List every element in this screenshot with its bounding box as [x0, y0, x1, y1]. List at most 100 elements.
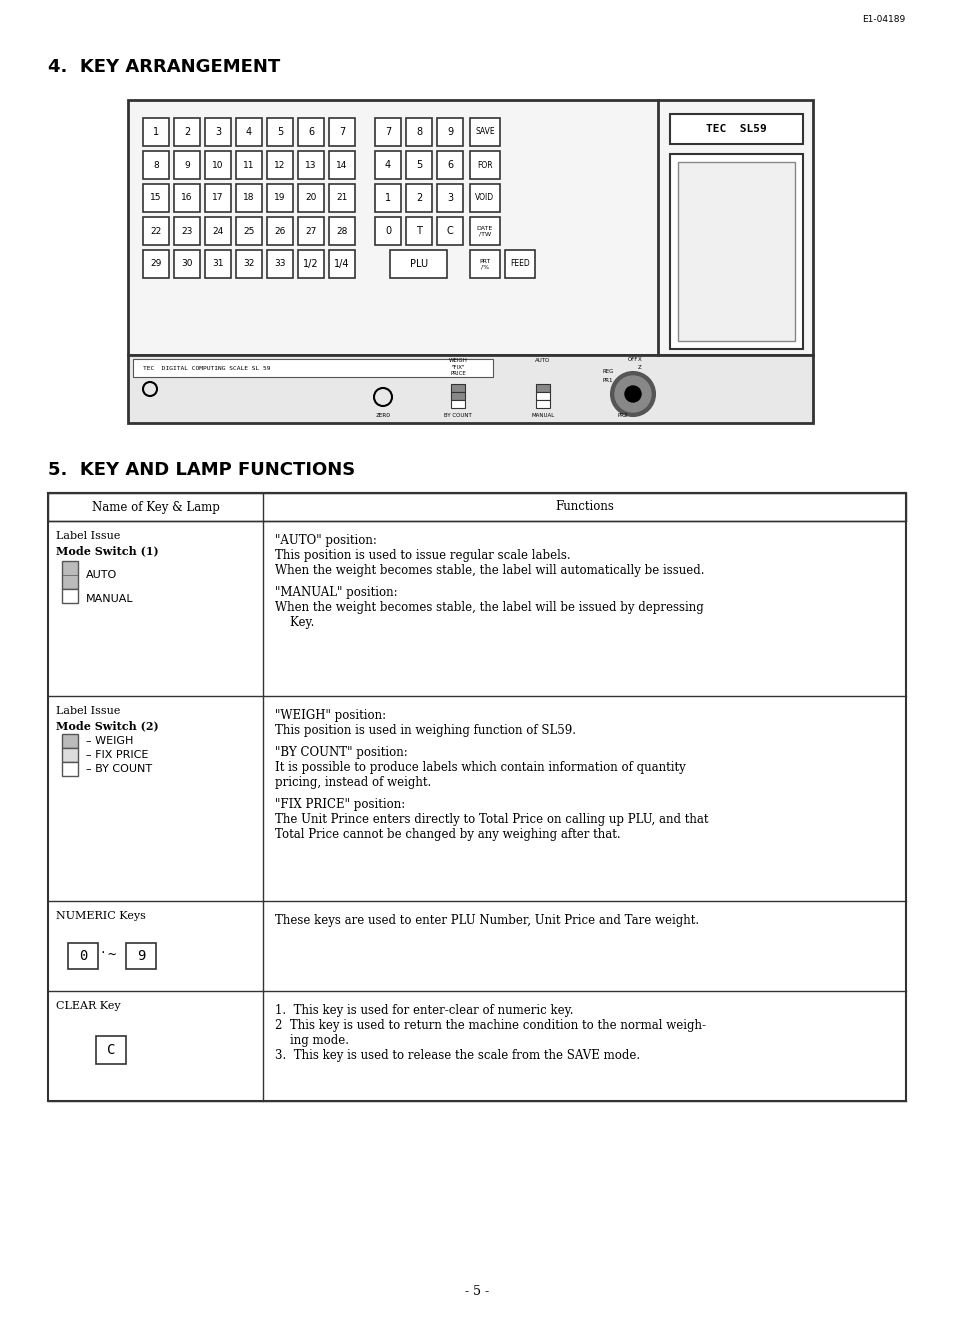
Text: 7: 7: [384, 127, 391, 137]
Bar: [143, 184, 169, 212]
Text: When the weight becomes stable, the label will be issued by depressing: When the weight becomes stable, the labe…: [274, 601, 703, 615]
Bar: [669, 115, 802, 144]
Text: 8: 8: [416, 127, 421, 137]
Text: 0: 0: [384, 227, 391, 236]
Text: 17: 17: [212, 193, 224, 203]
Text: 10: 10: [212, 160, 224, 169]
Text: .: .: [99, 945, 107, 954]
Text: PLU: PLU: [410, 259, 428, 269]
Bar: [406, 217, 432, 245]
Bar: [173, 184, 200, 212]
Bar: [173, 119, 200, 147]
Bar: [329, 119, 355, 147]
Bar: [329, 151, 355, 179]
Text: 0: 0: [79, 949, 87, 962]
Text: FOR: FOR: [476, 160, 493, 169]
Text: 19: 19: [274, 193, 286, 203]
Text: – WEIGH: – WEIGH: [86, 736, 133, 746]
Text: 3.  This key is used to release the scale from the SAVE mode.: 3. This key is used to release the scale…: [274, 1049, 639, 1062]
Text: 3: 3: [214, 127, 221, 137]
Bar: [235, 184, 262, 212]
Text: "FIX PRICE" position:: "FIX PRICE" position:: [274, 798, 405, 810]
Bar: [297, 217, 324, 245]
Text: BY COUNT: BY COUNT: [444, 413, 472, 419]
Text: PR1: PR1: [602, 379, 613, 383]
Text: 27: 27: [305, 227, 316, 236]
Bar: [375, 217, 400, 245]
Text: 29: 29: [151, 260, 161, 268]
Text: ZERO: ZERO: [375, 413, 390, 419]
Text: This position is used to issue regular scale labels.: This position is used to issue regular s…: [274, 549, 570, 563]
Bar: [267, 251, 293, 279]
Text: FEED: FEED: [510, 260, 529, 268]
Text: E1-04189: E1-04189: [861, 15, 904, 24]
Bar: [436, 217, 462, 245]
Bar: [128, 355, 812, 423]
Text: 22: 22: [151, 227, 161, 236]
Text: ~: ~: [108, 949, 116, 962]
Text: "MANUAL" position:: "MANUAL" position:: [274, 587, 397, 599]
Text: AUTO: AUTO: [535, 359, 550, 363]
Bar: [143, 119, 169, 147]
Text: Mode Switch (1): Mode Switch (1): [56, 545, 158, 556]
Text: 1.  This key is used for enter-clear of numeric key.: 1. This key is used for enter-clear of n…: [274, 1004, 573, 1017]
Text: It is possible to produce labels which contain information of quantity: It is possible to produce labels which c…: [274, 761, 685, 774]
Text: 3: 3: [446, 193, 453, 203]
Bar: [470, 217, 499, 245]
Text: 1: 1: [152, 127, 159, 137]
Text: 31: 31: [212, 260, 224, 268]
Bar: [297, 184, 324, 212]
Text: Label Issue: Label Issue: [56, 706, 120, 716]
Bar: [297, 119, 324, 147]
Text: 13: 13: [305, 160, 316, 169]
Text: 5.  KEY AND LAMP FUNCTIONS: 5. KEY AND LAMP FUNCTIONS: [48, 461, 355, 479]
Text: 6: 6: [308, 127, 314, 137]
Bar: [205, 151, 231, 179]
Text: PRT
/%: PRT /%: [478, 259, 490, 269]
Circle shape: [615, 376, 650, 412]
Bar: [235, 119, 262, 147]
Text: CLEAR Key: CLEAR Key: [56, 1001, 120, 1010]
Bar: [205, 217, 231, 245]
Bar: [173, 251, 200, 279]
Bar: [205, 119, 231, 147]
Bar: [470, 184, 499, 212]
Text: T: T: [416, 227, 421, 236]
Text: Name of Key & Lamp: Name of Key & Lamp: [91, 500, 219, 513]
Bar: [470, 119, 499, 147]
Bar: [143, 251, 169, 279]
Text: – BY COUNT: – BY COUNT: [86, 764, 152, 774]
Bar: [329, 217, 355, 245]
Text: X: X: [638, 357, 641, 363]
Bar: [470, 251, 499, 279]
Text: 26: 26: [274, 227, 285, 236]
Circle shape: [624, 387, 640, 403]
Text: Key.: Key.: [274, 616, 314, 629]
Bar: [267, 119, 293, 147]
Text: WEIGH: WEIGH: [448, 359, 467, 363]
Bar: [451, 384, 464, 392]
Text: Functions: Functions: [555, 500, 614, 513]
Text: 15: 15: [150, 193, 162, 203]
Bar: [406, 184, 432, 212]
Text: 30: 30: [181, 260, 193, 268]
Bar: [205, 251, 231, 279]
Text: 4: 4: [384, 160, 391, 171]
Text: 1/4: 1/4: [334, 259, 350, 269]
Text: 28: 28: [336, 227, 347, 236]
Bar: [48, 493, 905, 1101]
Text: PR2: PR2: [618, 413, 628, 419]
Text: 23: 23: [181, 227, 193, 236]
Text: 20: 20: [305, 193, 316, 203]
Bar: [678, 163, 794, 341]
Text: These keys are used to enter PLU Number, Unit Price and Tare weight.: These keys are used to enter PLU Number,…: [274, 914, 699, 926]
Text: "AUTO" position:: "AUTO" position:: [274, 535, 376, 547]
Bar: [126, 942, 156, 969]
Bar: [62, 762, 78, 776]
Text: MANUAL: MANUAL: [86, 595, 133, 604]
Text: OFF: OFF: [627, 357, 638, 363]
Text: 1/2: 1/2: [303, 259, 318, 269]
Bar: [235, 151, 262, 179]
Text: SAVE: SAVE: [475, 128, 495, 136]
Bar: [406, 151, 432, 179]
